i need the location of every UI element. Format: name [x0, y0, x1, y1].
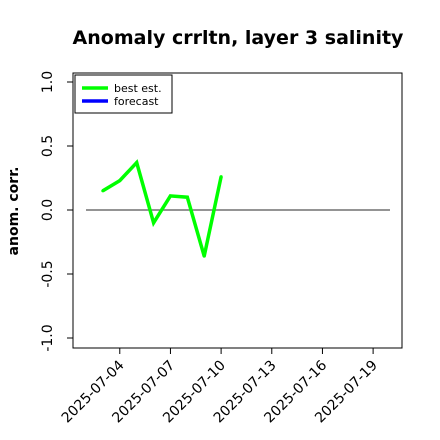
series-line-0	[101, 159, 223, 257]
series-layer	[101, 159, 223, 258]
legend-label-0: best est.	[114, 82, 162, 95]
y-tick-label: 0.5	[40, 135, 56, 157]
data-point	[151, 221, 156, 225]
data-point	[118, 178, 122, 183]
legend-box	[74, 74, 173, 114]
data-point	[101, 189, 105, 193]
chart-title: Anomaly crrltn, layer 3 salinity	[73, 27, 404, 49]
y-tick-label: 0.0	[40, 199, 56, 221]
y-axis: -1.0 -0.5 0.0 0.5 1.0	[40, 71, 73, 352]
y-tick-label: -1.0	[40, 324, 56, 351]
data-point	[219, 175, 223, 179]
data-point	[168, 194, 173, 198]
data-point	[135, 161, 139, 165]
data-point	[185, 195, 189, 199]
y-axis-label: anom. corr.	[6, 167, 22, 256]
legend: best est.forecast	[74, 74, 173, 114]
legend-label-1: forecast	[114, 95, 159, 108]
y-tick-label: -0.5	[40, 260, 56, 287]
y-tick-label: 1.0	[40, 71, 56, 93]
x-axis: 2025-07-042025-07-072025-07-102025-07-13…	[59, 348, 381, 426]
data-point	[202, 254, 206, 258]
